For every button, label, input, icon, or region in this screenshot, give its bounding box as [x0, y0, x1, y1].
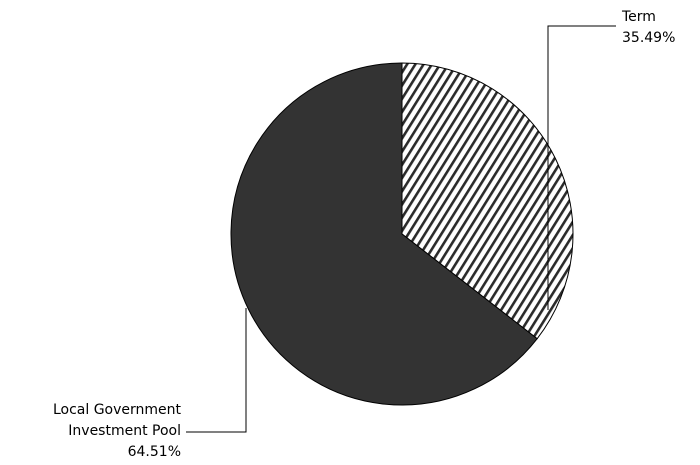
pie-slices [230, 62, 574, 406]
slice-label-1-line-1: Investment Pool [68, 423, 181, 439]
slice-label-0-line-0: Term [621, 9, 656, 25]
slice-value-label-1: 64.51% [128, 444, 181, 460]
slice-label-1-line-0: Local Government [53, 402, 182, 418]
pie-slice-0 [401, 62, 574, 340]
slice-value-label-0: 35.49% [622, 30, 675, 46]
leader-line-1 [186, 308, 247, 433]
leader-lines [186, 25, 616, 433]
leader-line-0 [547, 25, 616, 310]
slice-labels: Term 35.49% Local Government Investment Poo… [53, 9, 675, 460]
pie-slice-1 [230, 62, 538, 406]
